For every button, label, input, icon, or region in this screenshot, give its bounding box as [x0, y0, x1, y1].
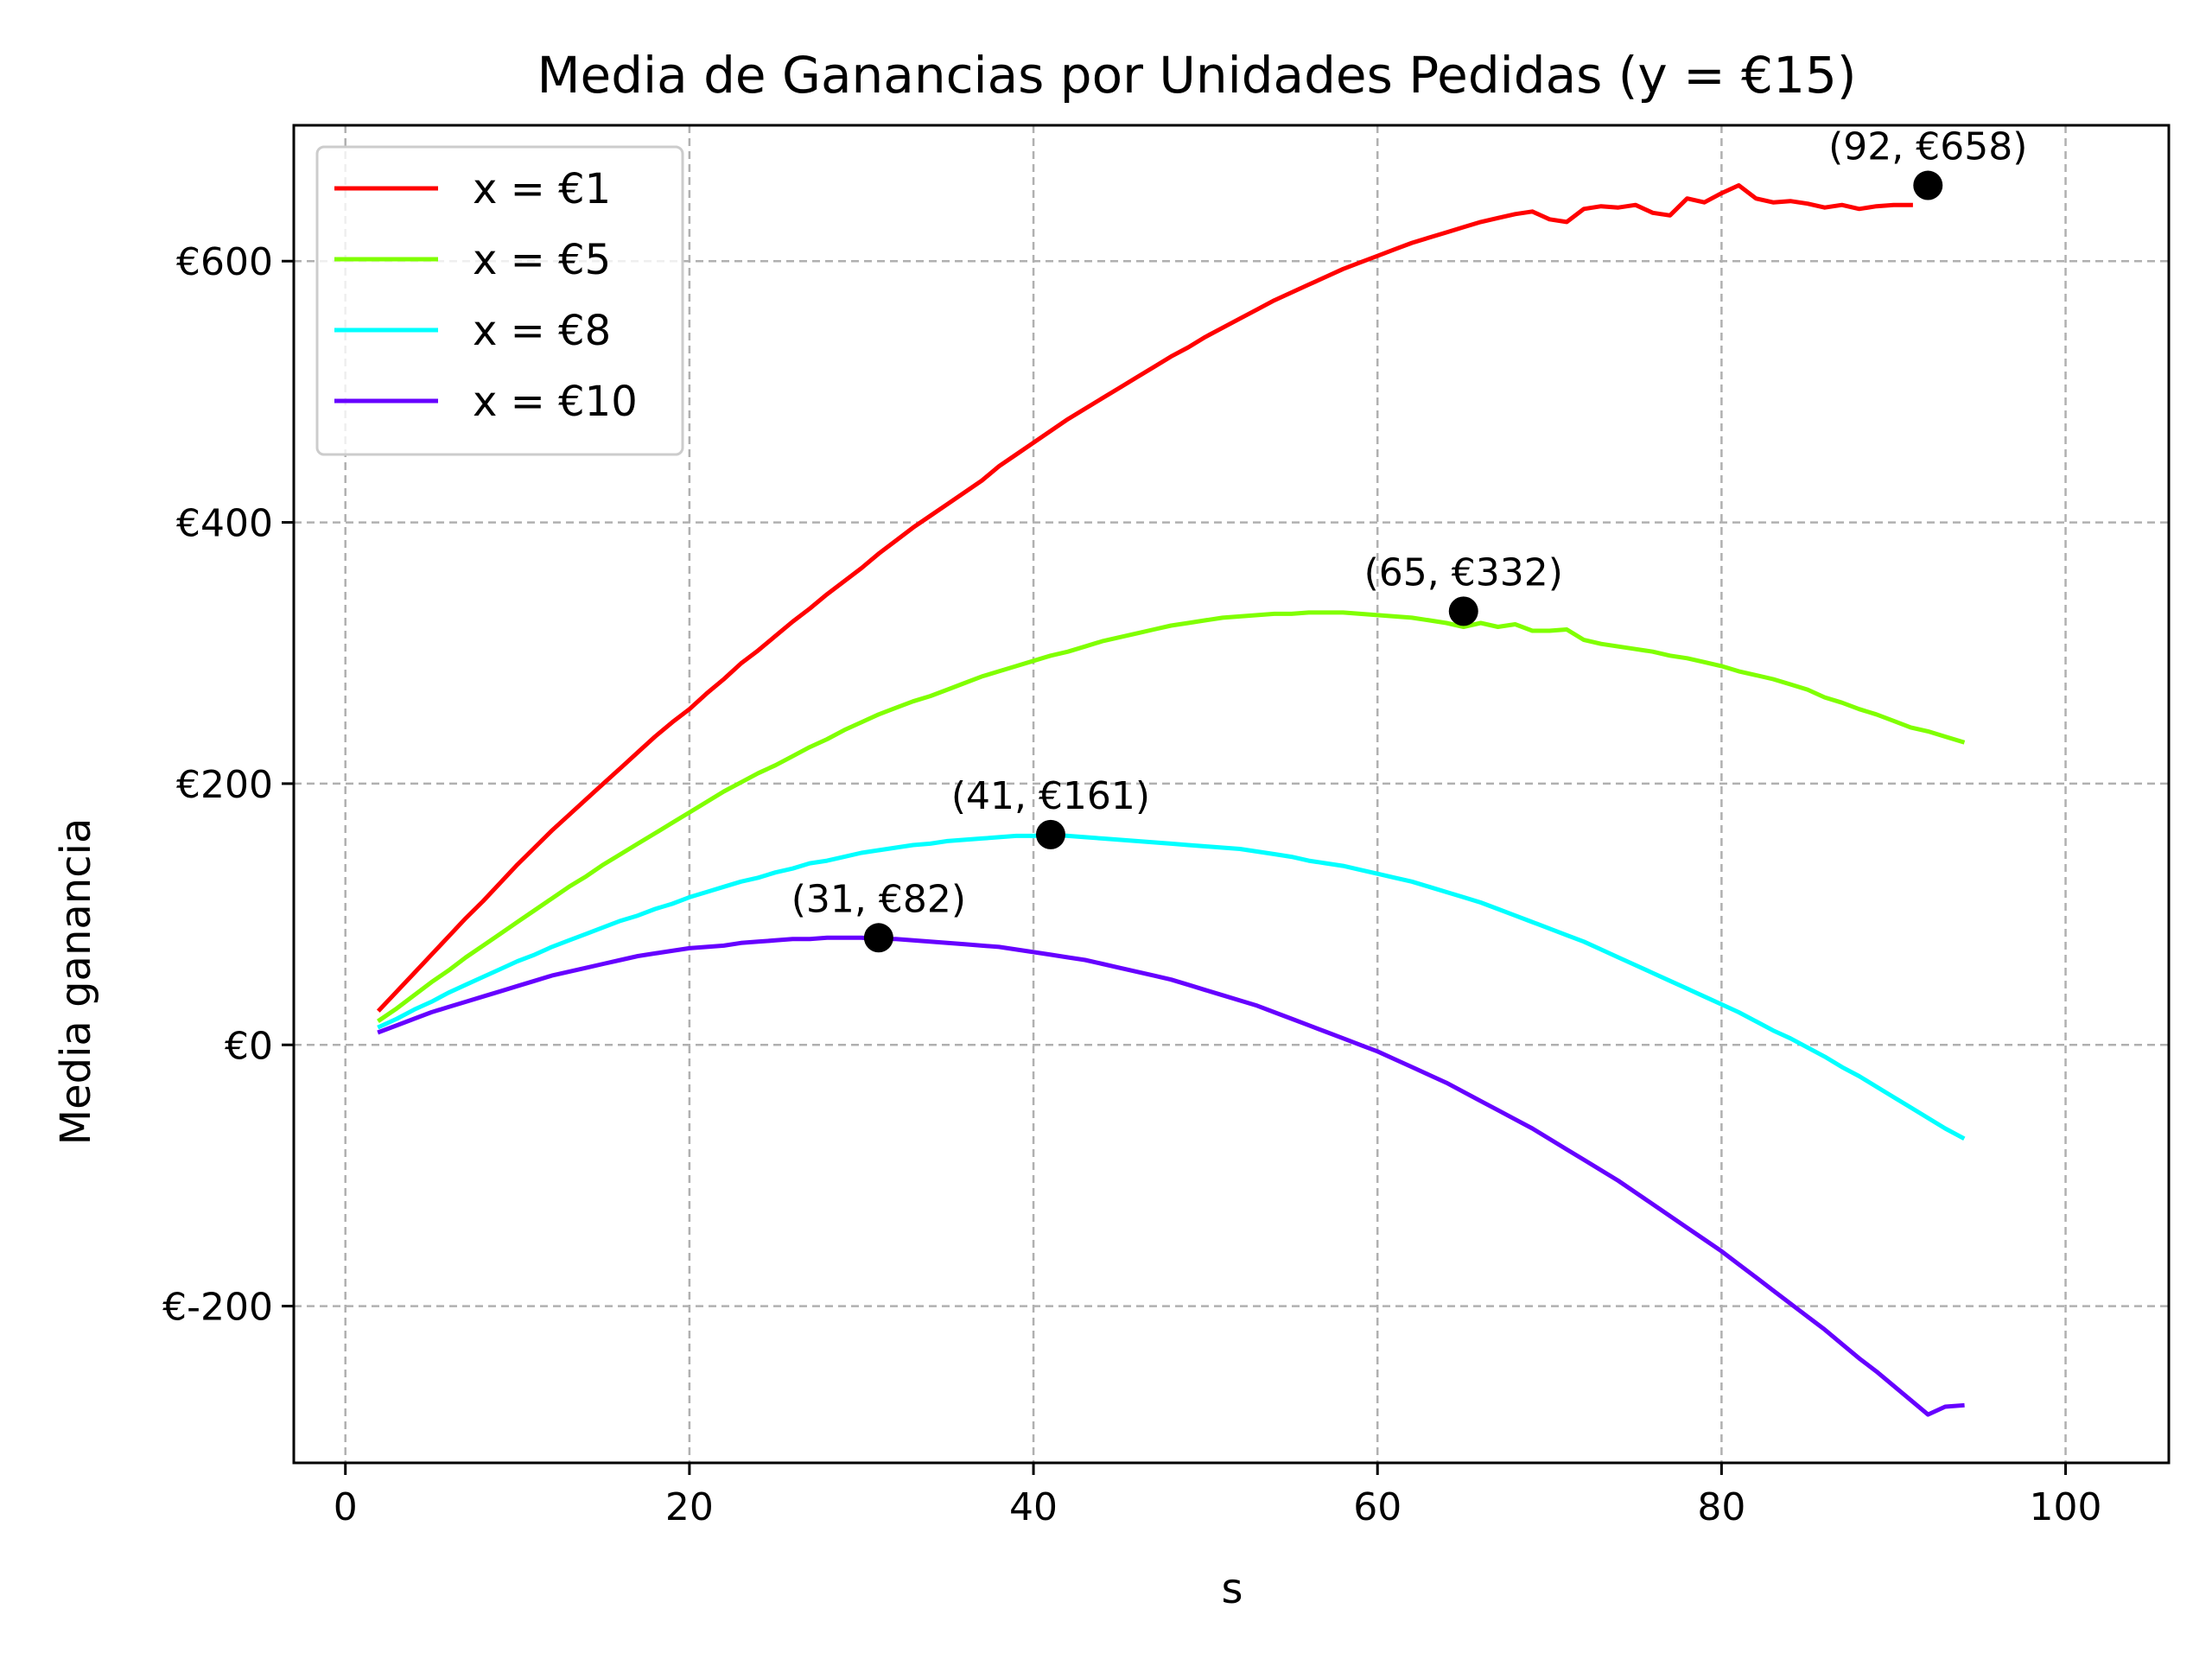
y-tick-label: €600 [176, 240, 273, 284]
legend-label: x = €5 [473, 236, 611, 284]
x-tick-label: 100 [2030, 1485, 2102, 1529]
series-line-2 [377, 610, 1966, 1023]
peak-marker [863, 923, 893, 953]
plot-frame [292, 124, 2171, 1465]
peak-label: (65, €332) [1364, 550, 1563, 594]
series-line-3 [377, 832, 1966, 1141]
peak-marker [1913, 170, 1943, 200]
legend-label: x = €1 [473, 165, 611, 213]
series-line-1 [376, 183, 1913, 1013]
legend-box [315, 145, 684, 456]
y-tick-label: €200 [176, 763, 273, 807]
x-tick-label: 80 [1697, 1485, 1745, 1529]
axis-ticks: 0 20 40 60 80 100 €-200 €0 €200 €400 €600 [162, 240, 2101, 1529]
chart-title: Media de Ganancias por Unidades Pedidas … [537, 46, 1856, 105]
series-lines [376, 183, 1966, 1417]
legend-label: x = €8 [473, 307, 611, 355]
peak-marker [1035, 819, 1065, 849]
peak-markers: (92, €658) (65, €332) (41, €161) (31, €82) [791, 125, 2027, 953]
peak-label: (31, €82) [791, 877, 966, 921]
x-tick-label: 0 [334, 1485, 358, 1529]
y-tick-label: €400 [176, 502, 273, 546]
legend: x = €1 x = €5 x = €8 x = €10 [315, 145, 684, 456]
peak-label: (41, €161) [951, 774, 1150, 818]
series-line-4 [377, 935, 1965, 1417]
x-tick-label: 20 [665, 1485, 714, 1529]
legend-label: x = €10 [473, 378, 638, 426]
peak-marker [1448, 596, 1478, 626]
y-axis-label: Media ganancia [52, 818, 100, 1146]
x-tick-label: 40 [1009, 1485, 1058, 1529]
x-tick-label: 60 [1353, 1485, 1402, 1529]
peak-label: (92, €658) [1828, 125, 2027, 169]
y-tick-label: €0 [225, 1024, 273, 1068]
x-axis-label: s [1221, 1565, 1243, 1613]
y-tick-label: €-200 [162, 1286, 273, 1330]
